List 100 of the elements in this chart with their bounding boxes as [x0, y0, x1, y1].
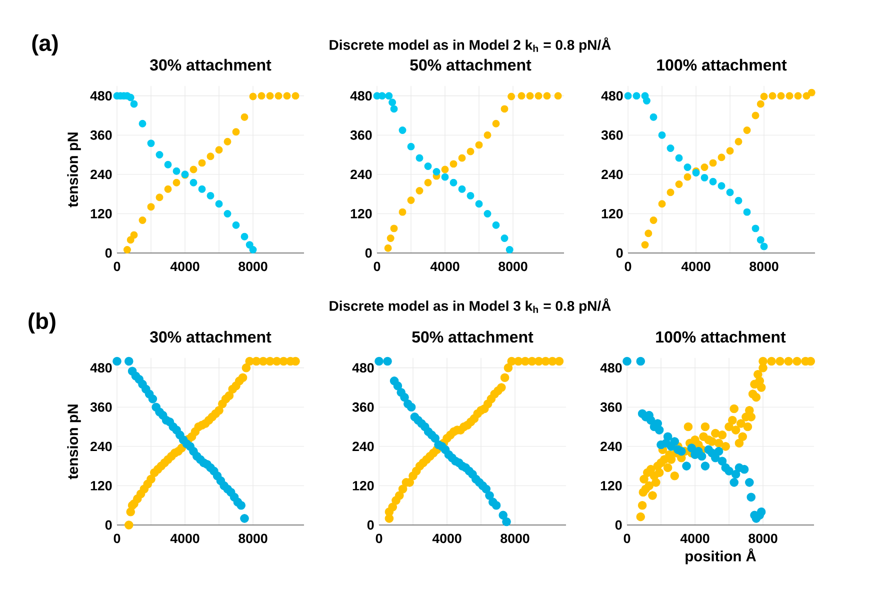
- y-tick-label: 120: [90, 208, 112, 218]
- point: [642, 97, 650, 104]
- point: [190, 178, 198, 186]
- x-axis-title: position Å: [686, 548, 756, 564]
- point: [760, 92, 768, 100]
- y-tick-label: 240: [352, 442, 374, 452]
- point: [786, 92, 794, 100]
- point: [146, 474, 156, 484]
- x-tick-label: 4000: [432, 534, 462, 544]
- point: [130, 231, 138, 239]
- point: [206, 192, 214, 200]
- point: [482, 484, 491, 494]
- point: [636, 356, 646, 366]
- y-tick-label: 240: [602, 170, 623, 180]
- y-tick-label: 120: [600, 480, 622, 490]
- point: [745, 478, 754, 487]
- point: [266, 92, 274, 100]
- point: [232, 128, 240, 136]
- point: [393, 381, 402, 390]
- point: [484, 131, 492, 139]
- point: [475, 141, 483, 149]
- point: [644, 230, 652, 238]
- x-tick-label: 8000: [750, 262, 778, 272]
- point: [682, 462, 691, 470]
- y-tick-label: 360: [600, 402, 622, 412]
- y-tick-label: 0: [105, 248, 112, 258]
- point: [466, 148, 474, 156]
- point: [492, 500, 501, 510]
- point: [500, 373, 510, 382]
- x-tick-label: 0: [376, 534, 382, 544]
- point: [756, 236, 764, 244]
- point: [124, 356, 134, 366]
- point: [508, 92, 516, 100]
- point: [242, 363, 251, 372]
- point: [746, 492, 756, 502]
- x-tick-label: 8000: [748, 534, 778, 544]
- x-tick-label: 0: [374, 262, 380, 272]
- point: [554, 92, 562, 100]
- y-tick-label: 120: [350, 208, 372, 218]
- point: [724, 466, 734, 476]
- point: [224, 391, 234, 400]
- point: [808, 88, 816, 96]
- point: [398, 484, 408, 494]
- x-tick-label: 0: [624, 262, 632, 272]
- point: [760, 242, 768, 250]
- point: [714, 446, 724, 456]
- point: [718, 456, 727, 466]
- point: [730, 478, 739, 487]
- point: [734, 138, 742, 146]
- y-tick-label: 240: [600, 442, 622, 452]
- point: [172, 178, 180, 186]
- point: [684, 173, 692, 181]
- y-axis-title: tension pN: [67, 404, 81, 480]
- point: [147, 203, 155, 211]
- point: [802, 92, 810, 100]
- point: [388, 502, 398, 512]
- point: [258, 92, 266, 100]
- chart-title: 50% attachment: [410, 58, 532, 71]
- point: [124, 520, 134, 530]
- point: [416, 154, 424, 162]
- point: [497, 383, 506, 392]
- point: [430, 434, 440, 443]
- point: [215, 146, 223, 154]
- chart-title: 100% attachment: [656, 330, 786, 343]
- point: [641, 241, 649, 249]
- point: [743, 126, 751, 134]
- y-tick-label: 0: [365, 248, 372, 258]
- point: [164, 160, 172, 168]
- point: [164, 185, 172, 193]
- y-tick-label: 0: [105, 520, 112, 530]
- point: [441, 173, 449, 181]
- text: (b): [28, 312, 56, 334]
- point: [502, 517, 511, 526]
- point: [249, 246, 257, 254]
- point: [777, 92, 785, 100]
- y-tick-label: 240: [90, 170, 112, 180]
- point: [726, 188, 734, 196]
- y-tick-label: 240: [350, 170, 372, 180]
- point: [675, 180, 683, 188]
- point: [224, 210, 232, 218]
- point: [500, 105, 508, 113]
- point: [677, 446, 686, 456]
- point: [292, 92, 300, 100]
- point: [632, 92, 640, 100]
- point: [424, 178, 432, 186]
- point: [112, 356, 122, 366]
- point: [138, 216, 146, 224]
- chart-title: 30% attachment: [150, 330, 272, 343]
- point: [240, 514, 249, 523]
- point: [718, 154, 726, 162]
- point: [398, 126, 406, 134]
- point: [398, 208, 406, 216]
- point: [406, 402, 416, 412]
- x-tick-label: 4000: [681, 262, 710, 272]
- point: [198, 185, 206, 193]
- point: [492, 221, 500, 229]
- point: [148, 394, 158, 404]
- point: [206, 152, 214, 160]
- y-tick-label: 0: [616, 248, 623, 258]
- point: [156, 194, 164, 202]
